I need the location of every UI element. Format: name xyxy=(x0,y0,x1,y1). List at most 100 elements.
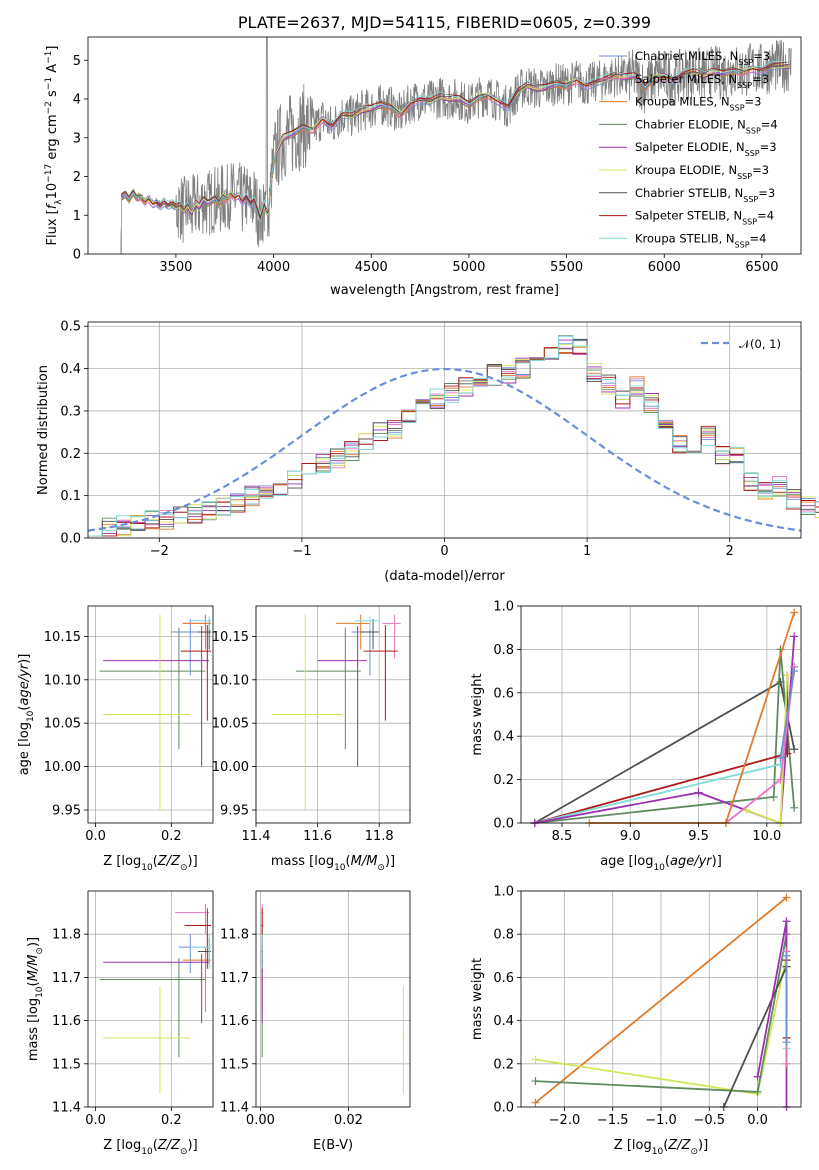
label-part: −2 xyxy=(44,101,54,114)
label-part: Z/Z xyxy=(157,854,181,869)
legend-text: Salpeter STELIB, N xyxy=(635,209,742,223)
errorbar-plot xyxy=(261,903,405,1095)
label-part: )] xyxy=(188,1138,198,1153)
label-part: Flux [ xyxy=(45,209,60,245)
y-tick-label: 11.7 xyxy=(220,971,249,986)
y-tick-label: 11.7 xyxy=(52,971,81,986)
y-tick-label: 1 xyxy=(73,209,81,224)
plus-marker xyxy=(531,1055,540,1064)
y-tick-label: 11.8 xyxy=(52,928,81,943)
label-part: )] xyxy=(698,1138,708,1153)
label-part: ( xyxy=(26,981,41,986)
axes-frame xyxy=(87,36,802,255)
x-tick-label: 10.0 xyxy=(752,829,781,844)
x-tick-label: 5500 xyxy=(550,260,583,275)
mass-weight-line xyxy=(534,896,788,1104)
axes-frame xyxy=(255,890,411,1108)
axes-ticks-1: −2 −1 0 1 2 0.0 0.1 0.2 0.3 0.4 0.5 xyxy=(60,320,802,559)
axes-1 xyxy=(88,322,801,539)
legend-text: =3 xyxy=(758,186,775,200)
plus-marker xyxy=(790,803,799,812)
label-part: log xyxy=(121,1138,141,1153)
plus-marker xyxy=(790,667,799,676)
x-axis-label: age [log10(age/yr)] xyxy=(600,854,722,873)
plus-marker xyxy=(776,753,785,762)
label-part: 10 xyxy=(653,863,665,873)
x-tick-label: −2.0 xyxy=(549,1113,581,1128)
mass-weight-line xyxy=(589,612,796,824)
axes-ticks-3: 11.4 11.6 11.8 9.95 10.00 10.05 10.10 10.15 xyxy=(212,605,411,844)
x-tick-label: 4500 xyxy=(355,260,388,275)
x-axis-label: E(B-V) xyxy=(313,1138,353,1153)
y-tick-label: 11.5 xyxy=(220,1057,249,1072)
y-tick-label: 0.2 xyxy=(493,1057,514,1072)
legend-sub: SSP xyxy=(737,172,752,181)
legend-sub: SSP xyxy=(730,103,745,112)
x-axis-label: (data-model)/error xyxy=(384,569,505,584)
label-part: Z [ xyxy=(103,854,121,869)
label-part: ] xyxy=(45,46,60,51)
legend-text: Salpeter MILES, N xyxy=(635,72,737,86)
mass-weight-line xyxy=(779,670,796,759)
model-spectrum-line xyxy=(120,61,790,254)
plus-marker xyxy=(782,893,791,902)
legend-text: Kroupa MILES, N xyxy=(635,95,730,109)
x-tick-label: 9.5 xyxy=(688,829,709,844)
label-part: age [ xyxy=(600,854,633,869)
x-axis-label: Z [log10(Z/Z⊙)] xyxy=(614,1138,708,1157)
label-part: 10 xyxy=(334,863,346,873)
y-axis-label: mass weight xyxy=(470,958,485,1040)
axes-4 xyxy=(521,605,801,824)
errorbar-plot xyxy=(99,614,212,810)
label-part: ( xyxy=(17,706,32,711)
plus-marker xyxy=(783,671,792,680)
label-part: Z/Z xyxy=(157,1138,181,1153)
y-tick-label: 0.4 xyxy=(493,1014,514,1029)
x-tick-label: 0.0 xyxy=(85,1113,106,1128)
y-tick-label: 10.15 xyxy=(212,630,249,645)
plus-marker xyxy=(782,1059,791,1068)
plus-marker xyxy=(776,775,785,784)
observed-spectrum-line xyxy=(120,37,792,254)
y-tick-label: 10.05 xyxy=(44,717,81,732)
x-tick-label: 0.02 xyxy=(334,1113,363,1128)
label-part: log xyxy=(632,1138,652,1153)
plus-marker xyxy=(782,951,791,960)
y-tick-label: 11.6 xyxy=(52,1014,81,1029)
mass-weight-line xyxy=(722,966,788,1108)
axes-frame xyxy=(255,605,411,824)
y-tick-label: 0.6 xyxy=(493,686,514,701)
y-tick-label: 10.05 xyxy=(212,717,249,732)
label-part: 10 xyxy=(26,710,36,722)
label-part: ( xyxy=(665,854,670,869)
label-part: ( xyxy=(153,1138,158,1153)
axes-ticks-0: 3500 4000 4500 5000 5500 6000 6500 0 1 2 3 4 5 xyxy=(73,36,802,275)
y-tick-label: 0.0 xyxy=(493,1101,514,1116)
plus-marker xyxy=(782,1038,791,1047)
legend-sub: SSP xyxy=(745,149,760,158)
axes-ticks-2: 0.0 0.2 9.95 10.00 10.05 10.10 10.15 xyxy=(44,605,214,844)
legend-entry: Salpeter ELODIE, NSSP=3 xyxy=(635,140,777,158)
plus-marker xyxy=(531,1098,540,1107)
y-tick-label: 0 xyxy=(73,248,81,263)
y-tick-label: 0.8 xyxy=(493,928,514,943)
y-tick-label: 11.4 xyxy=(52,1101,81,1116)
legend-entry: Chabrier STELIB, NSSP=3 xyxy=(635,186,775,204)
y-tick-label: 3 xyxy=(73,131,81,146)
y-tick-label: 5 xyxy=(73,54,81,69)
axes-ticks-6: 0.00 0.02 11.4 11.5 11.6 11.7 11.8 xyxy=(220,890,411,1128)
y-axis-label: mass [log10(M/M⊙)] xyxy=(26,937,45,1061)
plus-marker xyxy=(531,1077,540,1086)
label-part: ⊙ xyxy=(690,1147,698,1157)
label-part: log xyxy=(314,854,334,869)
x-tick-label: 2 xyxy=(726,544,734,559)
axes-frame xyxy=(87,890,214,1108)
y-tick-label: 1.0 xyxy=(493,885,514,900)
label-part: f xyxy=(45,202,60,209)
y-axis-label: mass weight xyxy=(470,673,485,755)
label-part: 10 xyxy=(141,1147,153,1157)
chart-title: PLATE=2637, MJD=54115, FIBERID=0605, z=0… xyxy=(238,13,651,32)
y-tick-label: 10.15 xyxy=(44,630,81,645)
label-part: age [ xyxy=(17,742,32,775)
x-tick-label: 0.00 xyxy=(246,1113,275,1128)
